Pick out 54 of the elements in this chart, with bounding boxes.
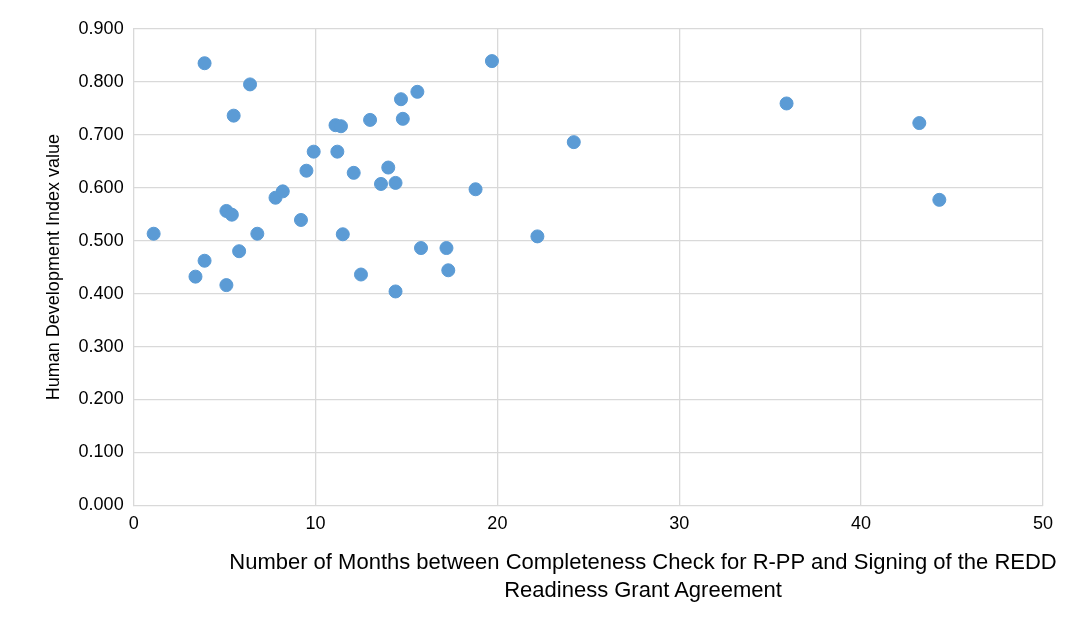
x-tick-label: 30	[669, 513, 690, 534]
point	[306, 144, 321, 159]
point	[335, 227, 350, 242]
y-tick-label: 0.600	[78, 176, 124, 197]
x-tick-label: 20	[487, 513, 508, 534]
y-tick-label: 0.900	[78, 17, 124, 38]
point	[226, 108, 241, 123]
y-tick-label: 0.400	[78, 282, 124, 303]
y-tick-label: 0.000	[78, 494, 124, 515]
point	[346, 165, 361, 180]
point	[299, 163, 314, 178]
point	[779, 96, 794, 111]
point	[932, 192, 947, 207]
point	[197, 56, 212, 71]
y-tick-label: 0.700	[78, 123, 124, 144]
x-tick-label: 50	[1032, 513, 1054, 534]
point	[219, 278, 234, 293]
point	[243, 77, 258, 92]
point	[373, 176, 388, 191]
point	[363, 112, 378, 127]
point	[388, 175, 403, 190]
point	[468, 182, 483, 197]
x-tick-label: 10	[305, 513, 326, 534]
point	[146, 226, 161, 241]
point	[330, 144, 345, 159]
point	[250, 226, 265, 241]
point	[188, 269, 203, 284]
point	[275, 184, 290, 199]
point	[388, 284, 403, 299]
point	[395, 111, 410, 126]
y-tick-label: 0.200	[78, 388, 124, 409]
x-axis-title: Number of Months between Completeness Check for R-PP and Signing of the REDD Readiness Grant Agreement	[228, 548, 1058, 604]
x-tick-label: 0	[128, 513, 139, 534]
point	[530, 229, 545, 244]
point	[410, 84, 425, 99]
point	[566, 135, 581, 150]
point	[414, 241, 428, 256]
y-tick-label: 0.800	[78, 70, 124, 91]
point	[353, 267, 368, 282]
point	[439, 241, 454, 256]
y-tick-label: 0.100	[78, 441, 124, 462]
y-axis-title: Human Development Index value	[42, 134, 63, 401]
point	[394, 92, 408, 107]
point	[197, 253, 212, 268]
point	[381, 160, 396, 175]
point	[232, 244, 247, 259]
x-tick-label: 40	[851, 513, 872, 534]
y-tick-label: 0.500	[78, 229, 124, 250]
point	[441, 263, 456, 278]
point	[224, 207, 239, 222]
point	[293, 212, 308, 227]
point	[484, 54, 499, 69]
y-tick-label: 0.300	[78, 335, 124, 356]
point	[912, 116, 927, 131]
